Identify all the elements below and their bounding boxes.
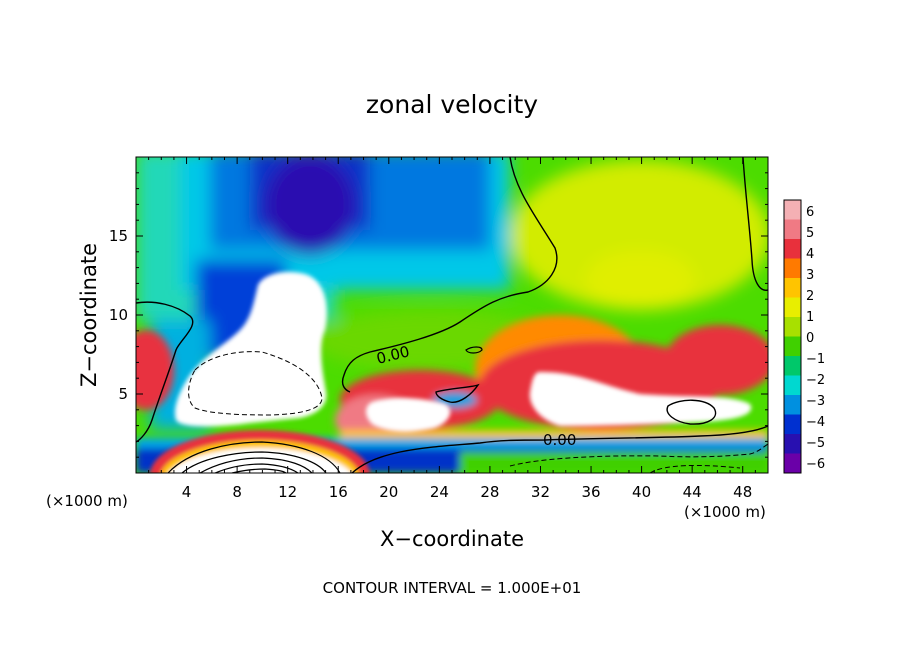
saturated-region-left bbox=[174, 272, 327, 427]
colorbar-swatch bbox=[784, 434, 801, 454]
zero-contour-left bbox=[136, 301, 194, 443]
x-tick-label: 48 bbox=[733, 483, 752, 501]
x-tick-label: 16 bbox=[329, 483, 348, 501]
saturated-region-right bbox=[529, 372, 752, 426]
colorbar-tick-label: 6 bbox=[806, 205, 814, 220]
colorbar-swatch bbox=[784, 200, 801, 220]
colorbar-swatch bbox=[784, 395, 801, 415]
y-tick-label: 5 bbox=[118, 385, 128, 403]
dashed-contour-blob bbox=[188, 351, 323, 416]
x-tick-label: 36 bbox=[581, 483, 600, 501]
dashed-contour-lower bbox=[509, 443, 768, 467]
colorbar-swatch bbox=[784, 336, 801, 357]
colorbar-swatch bbox=[784, 258, 801, 279]
colorbar-swatch bbox=[784, 278, 801, 298]
colorbar-tick-label: 5 bbox=[806, 226, 814, 241]
x-tick-label: 24 bbox=[430, 483, 449, 501]
colorbar-tick-label: 0 bbox=[806, 331, 814, 346]
chart-title: zonal velocity bbox=[366, 90, 538, 119]
saturated-region-center bbox=[366, 397, 451, 432]
colorbar-frame bbox=[783, 199, 802, 474]
y-tick-label: 10 bbox=[109, 306, 128, 324]
y-tick-label: 15 bbox=[109, 227, 128, 245]
zero-contour-lower bbox=[351, 425, 768, 473]
x-axis-title: X−coordinate bbox=[380, 527, 524, 551]
colorbar-swatch bbox=[784, 317, 801, 337]
x-axis: 4 8 12 16 20 24 28 32 36 40 44 48 bbox=[148, 157, 756, 501]
y-axis-title: Z−coordinate bbox=[77, 243, 101, 387]
colorbar-tick-label: −2 bbox=[806, 373, 825, 388]
colorbar-swatch bbox=[784, 297, 801, 318]
colorbar-tick-label: −6 bbox=[806, 457, 825, 472]
x-unit-label-left: (×1000 m) bbox=[46, 492, 128, 510]
colorbar-swatch bbox=[784, 239, 801, 259]
x-tick-label: 8 bbox=[232, 483, 242, 501]
zero-contour-upper bbox=[341, 157, 558, 393]
colorbar-tick-label: 2 bbox=[806, 289, 814, 304]
zero-contour-right bbox=[742, 157, 768, 291]
x-tick-label: 4 bbox=[182, 483, 192, 501]
zero-contour-loop bbox=[666, 399, 717, 425]
plot-area: 0.00 0.00 bbox=[136, 157, 768, 473]
x-tick-label: 44 bbox=[683, 483, 702, 501]
x-tick-label: 40 bbox=[632, 483, 651, 501]
x-unit-label-right: (×1000 m) bbox=[684, 503, 766, 521]
colorbar: 6 5 4 3 2 1 0 −1 −2 −3 −4 −5 −6 bbox=[783, 199, 825, 474]
x-tick-label: 32 bbox=[531, 483, 550, 501]
x-tick-label: 12 bbox=[278, 483, 297, 501]
colorbar-swatch bbox=[784, 453, 801, 474]
colorbar-tick-label: 1 bbox=[806, 310, 814, 325]
y-axis: 5 10 15 bbox=[109, 172, 768, 458]
colorbar-tick-label: −1 bbox=[806, 352, 825, 367]
colorbar-tick-label: −5 bbox=[806, 436, 825, 451]
colorbar-swatch bbox=[784, 356, 801, 376]
colorbar-tick-label: −3 bbox=[806, 394, 825, 409]
x-tick-label: 28 bbox=[480, 483, 499, 501]
contour-label-lower: 0.00 bbox=[543, 431, 576, 449]
colorbar-swatch bbox=[784, 219, 801, 240]
colorbar-tick-label: −4 bbox=[806, 415, 825, 430]
colorbar-swatch bbox=[784, 375, 801, 396]
contour-interval-note: CONTOUR INTERVAL = 1.000E+01 bbox=[323, 579, 582, 597]
colorbar-tick-label: 3 bbox=[806, 268, 814, 283]
x-tick-label: 20 bbox=[379, 483, 398, 501]
colorbar-swatch bbox=[784, 414, 801, 435]
colorbar-tick-label: 4 bbox=[806, 247, 814, 262]
zero-contour-small bbox=[435, 383, 480, 403]
